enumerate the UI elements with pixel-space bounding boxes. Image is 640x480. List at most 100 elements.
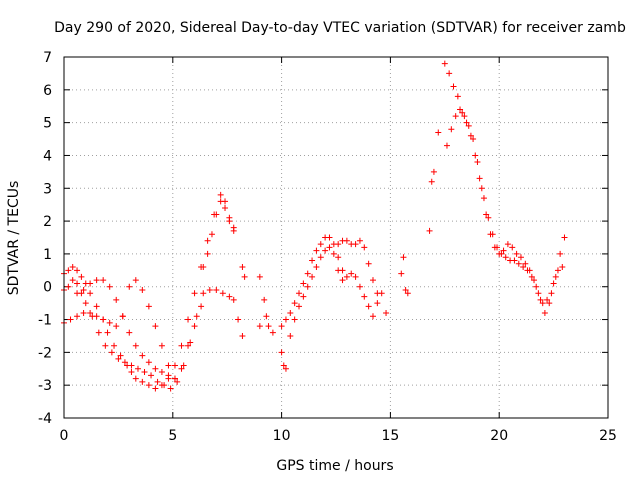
data-point: [317, 254, 324, 261]
data-point: [139, 287, 146, 294]
data-point: [78, 273, 85, 280]
data-point: [441, 60, 448, 67]
data-point: [470, 136, 477, 143]
data-point: [200, 290, 207, 297]
data-point: [450, 83, 457, 90]
data-point: [491, 244, 498, 251]
data-point: [113, 296, 120, 303]
data-point: [171, 375, 178, 382]
data-point: [113, 323, 120, 330]
data-point: [87, 290, 94, 297]
data-point: [165, 362, 172, 369]
data-point: [165, 372, 172, 379]
data-point: [557, 250, 564, 257]
data-point: [74, 290, 81, 297]
series-arc-k: [443, 106, 568, 307]
data-point: [239, 264, 246, 271]
grid-lines: [64, 57, 608, 418]
data-point: [93, 303, 100, 310]
data-point: [126, 283, 133, 290]
data-point: [435, 129, 442, 136]
data-point: [369, 277, 376, 284]
data-point: [178, 342, 185, 349]
x-tick-label: 15: [381, 428, 399, 444]
data-point: [550, 280, 557, 287]
data-point: [515, 260, 522, 267]
data-point: [544, 296, 551, 303]
data-point: [191, 290, 198, 297]
data-point: [115, 355, 122, 362]
data-point: [448, 126, 455, 133]
data-point: [330, 250, 337, 257]
data-point: [87, 280, 94, 287]
data-point: [82, 300, 89, 307]
data-point: [291, 316, 298, 323]
series-arc-b: [61, 277, 237, 392]
data-point: [561, 234, 568, 241]
data-point: [443, 142, 450, 149]
data-point: [65, 267, 72, 274]
data-point: [280, 362, 287, 369]
data-point: [463, 119, 470, 126]
data-point: [554, 267, 561, 274]
y-tick-label: -1: [38, 313, 52, 329]
data-point: [487, 231, 494, 238]
data-point: [93, 313, 100, 320]
data-point: [74, 313, 81, 320]
data-point: [174, 378, 181, 385]
data-point: [100, 277, 107, 284]
data-point: [158, 342, 165, 349]
data-point: [291, 300, 298, 307]
data-point: [145, 359, 152, 366]
data-point: [178, 365, 185, 372]
data-point: [74, 280, 81, 287]
data-point: [139, 378, 146, 385]
x-tick-label: 10: [273, 428, 291, 444]
data-point: [213, 287, 220, 294]
data-point: [474, 159, 481, 166]
data-points: [61, 60, 568, 392]
data-point: [198, 303, 205, 310]
data-point: [287, 309, 294, 316]
data-point: [206, 287, 213, 294]
data-point: [167, 385, 174, 392]
y-tick-label: 0: [43, 280, 52, 296]
data-point: [402, 287, 409, 294]
data-point: [100, 316, 107, 323]
data-point: [269, 329, 276, 336]
data-point: [335, 241, 342, 248]
data-point: [452, 113, 459, 120]
data-point: [526, 267, 533, 274]
series-arc-i: [335, 237, 411, 297]
data-point: [185, 316, 192, 323]
data-point: [369, 313, 376, 320]
data-point: [132, 342, 139, 349]
data-point: [361, 244, 368, 251]
data-point: [278, 349, 285, 356]
data-point: [348, 270, 355, 277]
data-point: [339, 277, 346, 284]
data-point: [278, 323, 285, 330]
data-point: [213, 211, 220, 218]
data-point: [398, 270, 405, 277]
data-point: [145, 382, 152, 389]
data-point: [361, 293, 368, 300]
data-point: [504, 241, 511, 248]
data-point: [152, 323, 159, 330]
y-tick-label: 3: [43, 181, 52, 197]
data-point: [513, 250, 520, 257]
data-point: [141, 369, 148, 376]
data-point: [217, 198, 224, 205]
data-point: [208, 231, 215, 238]
data-point: [426, 227, 433, 234]
data-point: [126, 329, 133, 336]
y-tick-label: 2: [43, 214, 52, 230]
data-point: [106, 283, 113, 290]
data-point: [152, 385, 159, 392]
data-point: [80, 309, 87, 316]
data-point: [356, 237, 363, 244]
data-point: [108, 349, 115, 356]
data-point: [400, 254, 407, 261]
data-point: [356, 283, 363, 290]
